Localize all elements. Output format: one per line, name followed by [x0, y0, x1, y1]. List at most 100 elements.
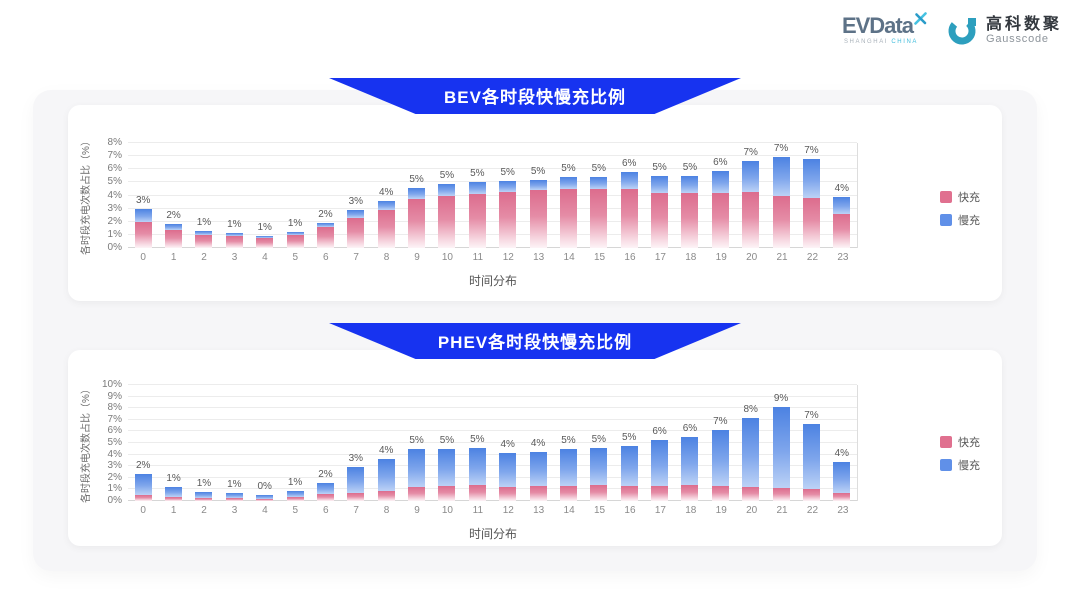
bar-column[interactable]: 6%: [644, 385, 674, 501]
fast-bar-segment[interactable]: [802, 198, 820, 248]
slow-bar-segment[interactable]: [408, 187, 426, 200]
bar-column[interactable]: 7%: [736, 143, 766, 248]
slow-bar-segment[interactable]: [711, 170, 729, 193]
fast-bar-segment[interactable]: [559, 188, 577, 248]
slow-bar-segment[interactable]: [408, 448, 426, 488]
slow-bar-segment[interactable]: [165, 486, 183, 497]
slow-bar-segment[interactable]: [802, 158, 820, 199]
bar-column[interactable]: 5%: [462, 385, 492, 501]
bar-column[interactable]: 7%: [796, 385, 826, 501]
slow-bar-segment[interactable]: [833, 461, 851, 493]
bar-column[interactable]: 3%: [128, 143, 158, 248]
bar-column[interactable]: 0%: [250, 385, 280, 501]
bar-column[interactable]: 1%: [280, 385, 310, 501]
fast-bar-segment[interactable]: [256, 498, 274, 501]
bar-column[interactable]: 8%: [736, 385, 766, 501]
fast-bar-segment[interactable]: [711, 192, 729, 248]
fast-bar-segment[interactable]: [742, 191, 760, 248]
legend-item[interactable]: 快充: [940, 189, 980, 205]
fast-bar-segment[interactable]: [134, 221, 152, 248]
fast-bar-segment[interactable]: [590, 188, 608, 248]
fast-bar-segment[interactable]: [559, 485, 577, 501]
fast-bar-segment[interactable]: [833, 213, 851, 248]
slow-bar-segment[interactable]: [195, 230, 213, 235]
fast-bar-segment[interactable]: [468, 194, 486, 248]
slow-bar-segment[interactable]: [620, 446, 638, 486]
fast-bar-segment[interactable]: [711, 485, 729, 501]
fast-bar-segment[interactable]: [651, 485, 669, 501]
fast-bar-segment[interactable]: [651, 192, 669, 248]
fast-bar-segment[interactable]: [468, 484, 486, 501]
fast-bar-segment[interactable]: [529, 485, 547, 501]
bar-column[interactable]: 5%: [401, 143, 431, 248]
slow-bar-segment[interactable]: [195, 491, 213, 498]
bar-column[interactable]: 4%: [371, 385, 401, 501]
fast-bar-segment[interactable]: [286, 496, 304, 501]
slow-bar-segment[interactable]: [438, 448, 456, 486]
fast-bar-segment[interactable]: [225, 236, 243, 248]
fast-bar-segment[interactable]: [802, 489, 820, 501]
slow-bar-segment[interactable]: [134, 208, 152, 222]
fast-bar-segment[interactable]: [134, 495, 152, 501]
bar-column[interactable]: 2%: [158, 143, 188, 248]
bar-column[interactable]: 5%: [553, 143, 583, 248]
slow-bar-segment[interactable]: [499, 181, 517, 192]
bar-column[interactable]: 3%: [341, 385, 371, 501]
slow-bar-segment[interactable]: [590, 447, 608, 485]
slow-bar-segment[interactable]: [529, 179, 547, 191]
slow-bar-segment[interactable]: [256, 495, 274, 499]
bar-column[interactable]: 9%: [766, 385, 796, 501]
fast-bar-segment[interactable]: [316, 227, 334, 248]
bar-column[interactable]: 5%: [462, 143, 492, 248]
slow-bar-segment[interactable]: [377, 459, 395, 491]
bar-column[interactable]: 4%: [493, 385, 523, 501]
slow-bar-segment[interactable]: [286, 232, 304, 235]
slow-bar-segment[interactable]: [620, 171, 638, 189]
slow-bar-segment[interactable]: [499, 453, 517, 488]
fast-bar-segment[interactable]: [529, 190, 547, 248]
fast-bar-segment[interactable]: [408, 199, 426, 248]
slow-bar-segment[interactable]: [286, 491, 304, 497]
bar-column[interactable]: 5%: [553, 385, 583, 501]
bar-column[interactable]: 2%: [128, 385, 158, 501]
bar-column[interactable]: 7%: [796, 143, 826, 248]
slow-bar-segment[interactable]: [256, 235, 274, 238]
fast-bar-segment[interactable]: [681, 484, 699, 501]
fast-bar-segment[interactable]: [742, 487, 760, 501]
fast-bar-segment[interactable]: [316, 494, 334, 501]
bar-column[interactable]: 1%: [219, 385, 249, 501]
slow-bar-segment[interactable]: [468, 447, 486, 485]
fast-bar-segment[interactable]: [438, 485, 456, 501]
slow-bar-segment[interactable]: [377, 200, 395, 210]
bar-column[interactable]: 5%: [493, 143, 523, 248]
slow-bar-segment[interactable]: [833, 196, 851, 214]
bar-column[interactable]: 5%: [523, 143, 553, 248]
fast-bar-segment[interactable]: [408, 487, 426, 501]
slow-bar-segment[interactable]: [347, 467, 365, 493]
slow-bar-segment[interactable]: [651, 439, 669, 486]
bar-column[interactable]: 5%: [432, 385, 462, 501]
fast-bar-segment[interactable]: [225, 497, 243, 501]
slow-bar-segment[interactable]: [316, 223, 334, 227]
bar-column[interactable]: 4%: [523, 385, 553, 501]
slow-bar-segment[interactable]: [651, 175, 669, 193]
fast-bar-segment[interactable]: [347, 492, 365, 501]
bar-column[interactable]: 1%: [219, 143, 249, 248]
fast-bar-segment[interactable]: [165, 229, 183, 248]
fast-bar-segment[interactable]: [195, 497, 213, 501]
slow-bar-segment[interactable]: [468, 182, 486, 195]
slow-bar-segment[interactable]: [559, 448, 577, 486]
fast-bar-segment[interactable]: [377, 209, 395, 248]
slow-bar-segment[interactable]: [225, 493, 243, 498]
bar-column[interactable]: 4%: [827, 385, 857, 501]
bar-column[interactable]: 1%: [250, 143, 280, 248]
slow-bar-segment[interactable]: [711, 430, 729, 486]
bar-column[interactable]: 1%: [189, 143, 219, 248]
bar-column[interactable]: 5%: [644, 143, 674, 248]
bar-column[interactable]: 5%: [401, 385, 431, 501]
slow-bar-segment[interactable]: [225, 232, 243, 237]
slow-bar-segment[interactable]: [590, 177, 608, 189]
bar-column[interactable]: 1%: [189, 385, 219, 501]
fast-bar-segment[interactable]: [438, 195, 456, 248]
fast-bar-segment[interactable]: [681, 192, 699, 248]
